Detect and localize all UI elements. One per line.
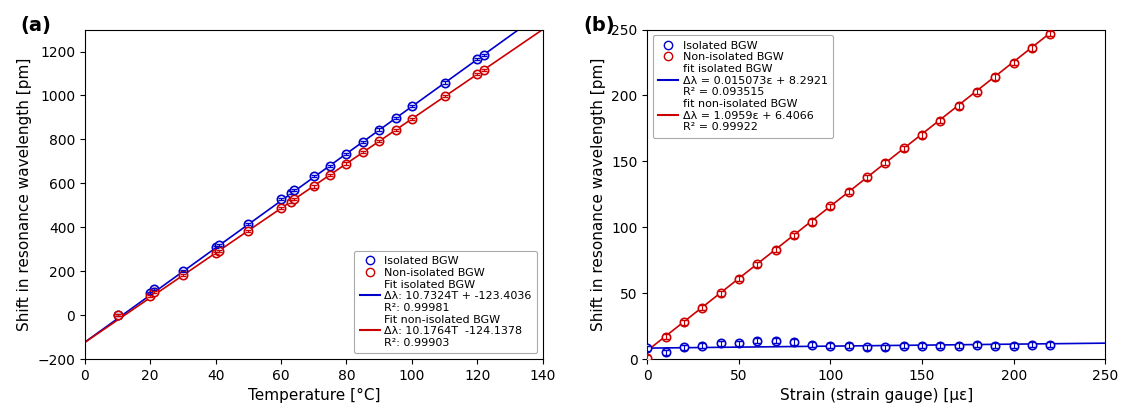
Text: (b): (b) [583, 16, 615, 35]
Y-axis label: Shift in resonance wavelength [pm]: Shift in resonance wavelength [pm] [17, 58, 32, 331]
Text: (a): (a) [20, 16, 51, 35]
Legend: Isolated BGW, Non-isolated BGW, Fit isolated BGW, Δλ: 10.7324T + -123.4036, R²: : Isolated BGW, Non-isolated BGW, Fit isol… [354, 251, 537, 354]
Legend: Isolated BGW, Non-isolated BGW, fit isolated BGW, Δλ = 0.015073ε + 8.2921, R² = : Isolated BGW, Non-isolated BGW, fit isol… [653, 35, 833, 138]
X-axis label: Strain (strain gauge) [με]: Strain (strain gauge) [με] [780, 388, 973, 403]
X-axis label: Temperature [°C]: Temperature [°C] [247, 388, 380, 403]
Y-axis label: Shift in resonance wavelength [pm]: Shift in resonance wavelength [pm] [590, 58, 606, 331]
